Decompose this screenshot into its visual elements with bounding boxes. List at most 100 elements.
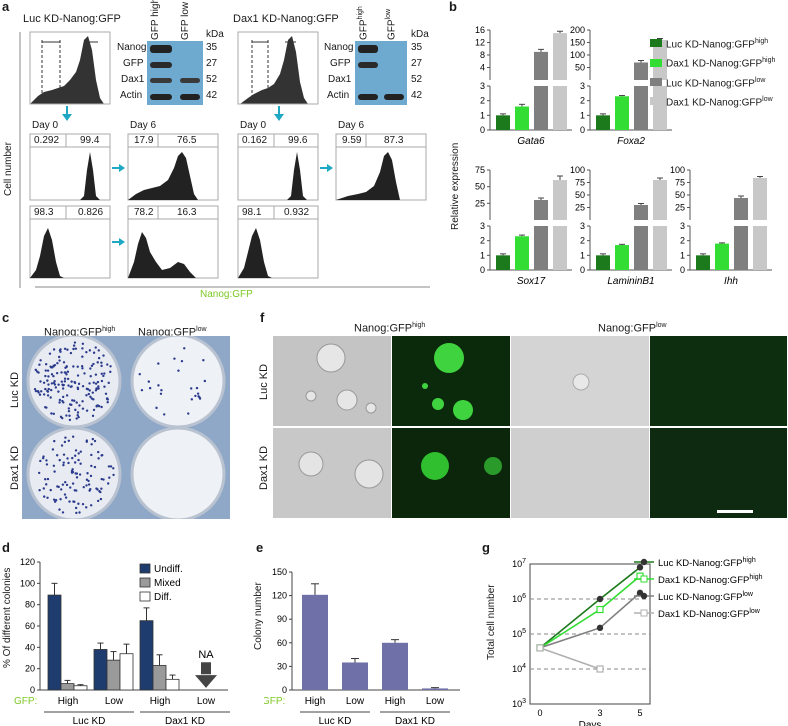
tick-label: 2 — [580, 96, 585, 106]
colony-dot — [67, 439, 71, 442]
tick-label: 25 — [475, 198, 485, 208]
panel-b-chart: 4812160123Gata6501001502000123Foxa225507… — [475, 25, 772, 287]
colony-dot — [78, 473, 82, 476]
colony-dot — [58, 349, 62, 352]
colony-dot — [104, 392, 108, 395]
colony-dot — [73, 461, 77, 464]
tick-label: 3 — [580, 221, 585, 231]
luc-day0-high-left: 0.292 — [34, 135, 60, 146]
colony-dot — [62, 461, 65, 464]
colony-dot — [81, 367, 84, 370]
dax-day0-label: Day 0 — [240, 120, 267, 131]
colony-dot — [79, 450, 83, 453]
colony-dot — [43, 478, 47, 481]
group-label: Dax1 KD — [395, 716, 435, 726]
colony-dot — [49, 388, 53, 392]
bar-lower — [634, 226, 648, 270]
colony-dot — [68, 500, 71, 503]
colony-dot — [74, 408, 77, 412]
luc-sort-arrow — [62, 106, 72, 121]
blot-right-col-high: GFPhigh — [357, 6, 370, 40]
tick-label: 80 — [25, 600, 35, 610]
category-label: High — [305, 696, 326, 707]
colony-dot — [94, 373, 98, 376]
blot-left-band-nanog — [150, 45, 172, 53]
colony-dot — [52, 412, 55, 416]
colony-dot — [58, 359, 61, 362]
colony-dot — [63, 380, 67, 383]
tick-label: 3 — [480, 81, 485, 91]
colony-dot — [148, 386, 152, 390]
colony-dot — [90, 453, 93, 457]
colony-dot — [50, 382, 54, 385]
x-axis-label: Days — [579, 720, 602, 726]
scale-bar — [717, 510, 753, 513]
colony-dot — [108, 476, 111, 479]
colony-dot — [101, 453, 104, 457]
colony-dot — [70, 380, 73, 383]
tick-label: 150 — [570, 38, 585, 48]
tick-label: 20 — [25, 664, 35, 674]
blot-left-col-low: GFP low — [180, 1, 191, 40]
colony-dot — [57, 355, 61, 359]
colony-dot — [77, 452, 80, 455]
colony-dot — [71, 468, 74, 471]
tick-label: 50 — [575, 190, 585, 200]
colony-dot — [63, 440, 67, 444]
colony-dot — [73, 500, 76, 503]
legend-marker — [640, 609, 648, 617]
luc-day0-low-hist — [29, 205, 111, 279]
panel-c-plate-photo — [22, 336, 230, 519]
gfp-label: GFP: — [14, 696, 37, 707]
bar — [496, 115, 510, 130]
colony-dot — [62, 463, 65, 467]
colony-dot — [92, 362, 95, 366]
colony-dot — [77, 458, 80, 462]
legend-label: Luc KD-Nanog:GFPhigh — [658, 557, 756, 569]
data-point — [596, 595, 604, 603]
legend-swatch-3 — [650, 77, 662, 86]
bar-lower — [634, 86, 648, 130]
tick-label: 0 — [480, 125, 485, 135]
colony-dot — [73, 399, 76, 402]
legend-swatch — [139, 563, 151, 574]
colony-dot — [75, 417, 78, 420]
colony-dot — [61, 483, 65, 486]
colony-dot — [87, 392, 90, 396]
luc-day6-label: Day 6 — [130, 120, 157, 131]
colony-dots — [33, 341, 207, 515]
colony-dot — [62, 361, 66, 364]
tick-label: 25 — [575, 203, 585, 213]
colony-dot — [106, 397, 109, 400]
blot-left-band-dax1 — [150, 78, 172, 83]
na-label: NA — [198, 649, 214, 661]
colony-dot — [44, 369, 47, 372]
colony-dot — [60, 444, 64, 447]
colony-dot — [90, 397, 93, 400]
tick-label: 60 — [25, 621, 35, 631]
gene-label: Sox17 — [517, 276, 546, 287]
colony-dot — [85, 506, 88, 509]
legend-marker — [640, 592, 648, 600]
colony-dot — [92, 408, 96, 412]
colony-dot — [34, 389, 38, 393]
colony-dot — [47, 387, 50, 391]
colony-dot — [85, 484, 88, 487]
plate-dax-low — [130, 426, 226, 519]
panel-c-label: c — [2, 310, 10, 325]
bar — [60, 683, 75, 691]
colony-dot — [62, 453, 66, 456]
colony-dot — [88, 389, 91, 392]
bar — [93, 649, 108, 691]
legend-marker — [640, 575, 648, 583]
tick-label: 3 — [597, 708, 602, 718]
bar — [515, 106, 529, 130]
panel-b-legend-item-4: Dax1 KD-Nanog:GFPlow — [650, 92, 775, 111]
gene-chart-Ihh: 25 50 75 100 0 1 2 3 Ihh — [670, 165, 772, 287]
blot-right-row-nanog: Nanog — [324, 42, 354, 53]
tick-label: 1 — [680, 250, 685, 260]
panel-b-legend-item-3: Luc KD-Nanog:GFPlow — [650, 73, 775, 92]
colony-dot — [45, 406, 48, 409]
colony-dot — [90, 364, 94, 368]
blot-right-kda-gfp: 27 — [411, 58, 423, 69]
